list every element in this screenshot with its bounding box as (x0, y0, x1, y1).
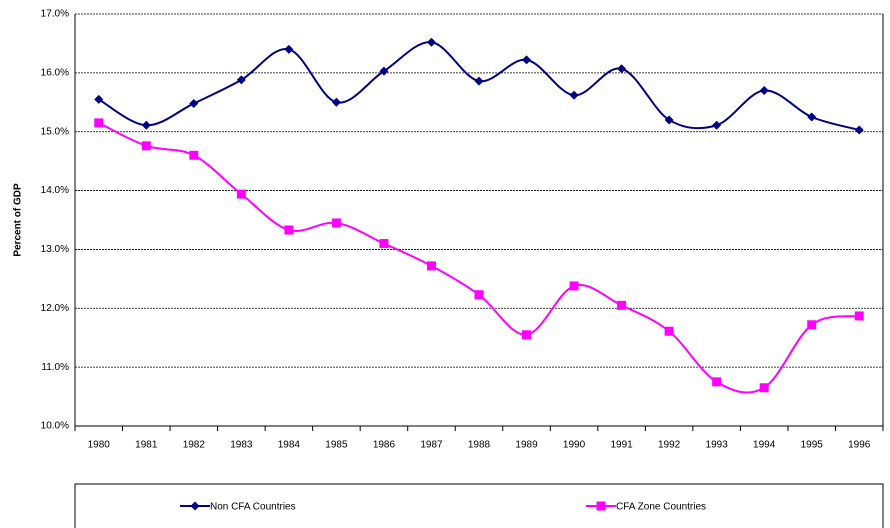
marker (331, 218, 341, 228)
y-tick-label: 13.0% (41, 244, 69, 255)
marker (284, 225, 294, 235)
marker (664, 326, 674, 336)
marker (807, 112, 817, 122)
marker (379, 239, 389, 249)
marker (759, 86, 769, 96)
marker (569, 90, 579, 100)
x-tick-label: 1989 (515, 440, 538, 451)
marker (284, 44, 294, 54)
marker (474, 76, 484, 86)
x-tick-label: 1988 (468, 440, 491, 451)
y-tick-label: 10.0% (41, 421, 69, 432)
x-tick-label: 1980 (88, 440, 111, 451)
marker (426, 261, 436, 271)
marker (569, 281, 579, 291)
marker (617, 300, 627, 310)
x-tick-label: 1994 (753, 440, 776, 451)
x-tick-label: 1993 (706, 440, 729, 451)
marker (854, 311, 864, 321)
series-line (98, 41, 860, 131)
x-tick-label: 1983 (230, 440, 253, 451)
x-tick-label: 1995 (801, 440, 824, 451)
marker (190, 501, 200, 511)
y-tick-label: 16.0% (41, 67, 69, 78)
marker (522, 55, 532, 65)
marker (664, 115, 674, 125)
x-tick-label: 1985 (325, 440, 348, 451)
x-tick-label: 1981 (135, 440, 158, 451)
x-tick-label: 1990 (563, 440, 586, 451)
y-tick-label: 14.0% (41, 185, 69, 196)
marker (854, 125, 864, 135)
marker (189, 150, 199, 160)
marker (236, 75, 246, 85)
y-tick-label: 11.0% (41, 362, 69, 373)
marker (522, 330, 532, 340)
marker (141, 120, 151, 130)
marker (379, 66, 389, 76)
x-tick-label: 1982 (183, 440, 206, 451)
legend-label: CFA Zone Countries (616, 502, 706, 513)
marker (94, 94, 104, 104)
marker (712, 120, 722, 130)
x-tick-label: 1987 (420, 440, 443, 451)
y-tick-label: 17.0% (41, 9, 69, 20)
y-axis-label: Percent of GDP (13, 183, 24, 257)
x-tick-label: 1984 (278, 440, 301, 451)
y-tick-label: 15.0% (41, 126, 69, 137)
marker (331, 97, 341, 107)
marker (474, 290, 484, 300)
marker (596, 501, 606, 511)
series-line (98, 121, 860, 394)
x-tick-label: 1996 (848, 440, 871, 451)
x-tick-label: 1991 (610, 440, 633, 451)
marker (807, 320, 817, 330)
marker (759, 383, 769, 393)
x-tick-label: 1986 (373, 440, 396, 451)
marker (189, 98, 199, 108)
y-tick-label: 12.0% (41, 303, 69, 314)
marker (236, 189, 246, 199)
legend-box (74, 483, 884, 528)
marker (426, 37, 436, 47)
marker (94, 118, 104, 128)
marker (617, 64, 627, 74)
x-tick-label: 1992 (658, 440, 681, 451)
marker (141, 141, 151, 151)
legend-label: Non CFA Countries (210, 502, 296, 513)
marker (712, 377, 722, 387)
